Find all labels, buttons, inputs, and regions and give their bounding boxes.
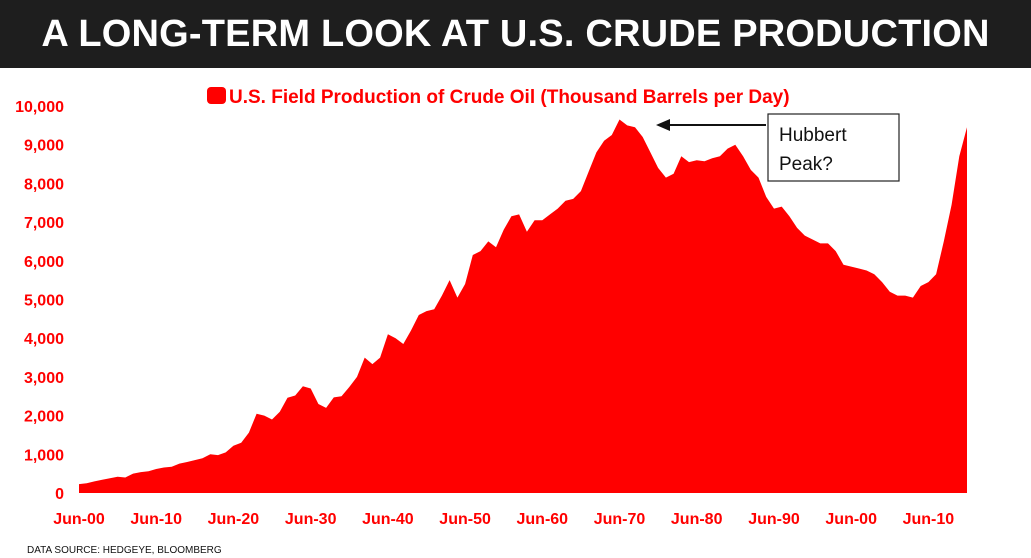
x-tick-label: Jun-50 (439, 511, 491, 528)
y-axis-ticks: 0 1,000 2,000 3,000 4,000 5,000 6,000 7,000 8,00… (15, 99, 64, 503)
y-tick-label: 5,000 (24, 293, 64, 310)
arrow-head-icon (656, 119, 670, 131)
legend: U.S. Field Production of Crude Oil (Thou… (207, 87, 790, 108)
area-series-0 (79, 119, 967, 493)
annotation-line-1: Hubbert (779, 125, 847, 146)
x-tick-label: Jun-10 (903, 511, 955, 528)
y-tick-label: 0 (55, 486, 64, 503)
legend-label: U.S. Field Production of Crude Oil (Thou… (229, 87, 790, 108)
crude-production-chart: 0 1,000 2,000 3,000 4,000 5,000 6,000 7,000 8,00… (15, 87, 967, 528)
y-tick-label: 4,000 (24, 331, 64, 348)
y-tick-label: 6,000 (24, 254, 64, 271)
x-axis-ticks: Jun-00 Jun-10 Jun-20 Jun-30 Jun-40 Jun-50 Jun-… (53, 511, 954, 528)
x-tick-label: Jun-30 (285, 511, 337, 528)
annotation: Hubbert Peak? (656, 113, 900, 182)
y-tick-label: 7,000 (24, 215, 64, 232)
annotation-box (767, 113, 900, 182)
x-tick-label: Jun-00 (53, 511, 105, 528)
x-tick-label: Jun-40 (362, 511, 414, 528)
legend-swatch (207, 87, 226, 104)
x-tick-label: Jun-00 (825, 511, 877, 528)
y-tick-label: 3,000 (24, 370, 64, 387)
annotation-line-2: Peak? (779, 154, 833, 175)
x-tick-label: Jun-10 (130, 511, 182, 528)
y-tick-label: 1,000 (24, 447, 64, 464)
x-tick-label: Jun-20 (208, 511, 260, 528)
y-tick-label: 10,000 (15, 99, 64, 116)
y-tick-label: 2,000 (24, 409, 64, 426)
x-tick-label: Jun-70 (594, 511, 646, 528)
x-tick-label: Jun-90 (748, 511, 800, 528)
title-banner: A LONG-TERM LOOK AT U.S. CRUDE PRODUCTIO… (0, 0, 1031, 68)
data-source-note: DATA SOURCE: HEDGEYE, BLOOMBERG (27, 545, 222, 556)
plot-area (79, 119, 967, 493)
x-tick-label: Jun-80 (671, 511, 723, 528)
page-title: A LONG-TERM LOOK AT U.S. CRUDE PRODUCTIO… (41, 13, 990, 55)
y-tick-label: 9,000 (24, 138, 64, 155)
y-tick-label: 8,000 (24, 176, 64, 193)
x-tick-label: Jun-60 (517, 511, 569, 528)
